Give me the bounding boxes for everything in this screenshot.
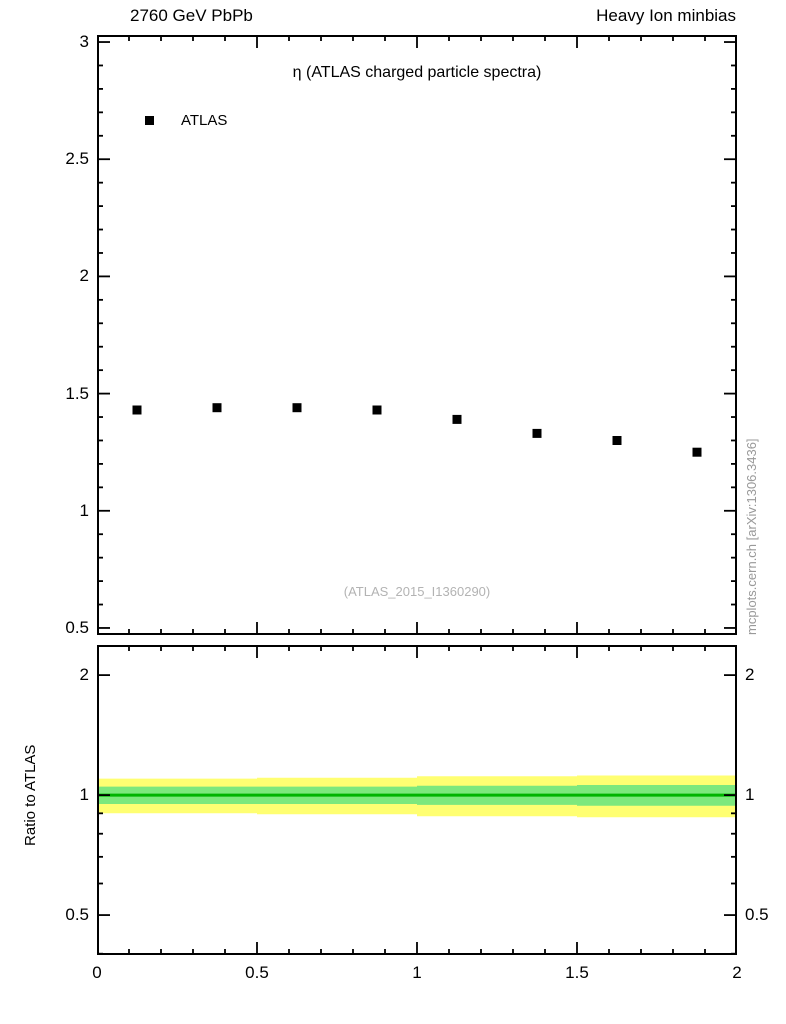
data-point (132, 405, 142, 415)
axis-tick-label: 0 (92, 963, 102, 982)
ratio-plot-canvas (97, 645, 737, 955)
legend: ATLAS (145, 112, 227, 129)
ratio-y-axis-title: Ratio to ATLAS (22, 744, 39, 846)
analysis-id-watermark: (ATLAS_2015_I1360290) (343, 584, 491, 599)
main-plot-panel (97, 35, 737, 635)
data-point (692, 447, 702, 457)
data-point (612, 436, 622, 445)
axis-tick-label: 1 (412, 963, 422, 982)
axis-tick-label: 0.5 (745, 905, 769, 925)
data-point (452, 414, 462, 424)
axis-tick-label: 2.5 (65, 149, 89, 169)
axis-tick-label: 1 (79, 785, 89, 805)
process-label: Heavy Ion minbias (596, 6, 736, 25)
plot-frame (97, 35, 737, 635)
plot-title: η (ATLAS charged particle spectra) (292, 64, 542, 81)
beam-energy-label: 2760 GeV PbPb (130, 6, 253, 25)
axis-tick-label: 1 (79, 500, 89, 520)
axis-tick-label: 2 (79, 665, 89, 685)
plot-frame (97, 645, 737, 955)
data-point (532, 428, 542, 438)
axis-tick-label: 2 (732, 963, 742, 982)
axis-tick-label: 1.5 (565, 963, 589, 982)
data-point (212, 403, 222, 413)
legend-marker-square-icon (145, 116, 154, 125)
axis-tick-label: 1.5 (65, 383, 89, 403)
axis-tick-label: 1 (745, 785, 755, 805)
data-point (372, 405, 382, 415)
axis-tick-label: 0.5 (65, 905, 89, 925)
ratio-plot-panel (97, 645, 737, 955)
axis-tick-label: 0.5 (65, 617, 89, 637)
axis-tick-label: 3 (79, 32, 89, 52)
data-point (292, 403, 302, 413)
legend-label: ATLAS (181, 112, 228, 129)
axis-tick-label: 0.5 (245, 963, 269, 982)
axis-tick-label: 2 (79, 266, 89, 286)
main-plot-canvas (97, 35, 737, 635)
mcplots-credit-note: mcplots.cern.ch [arXiv:1306.3436] (744, 438, 759, 635)
axis-tick-label: 2 (745, 665, 755, 685)
